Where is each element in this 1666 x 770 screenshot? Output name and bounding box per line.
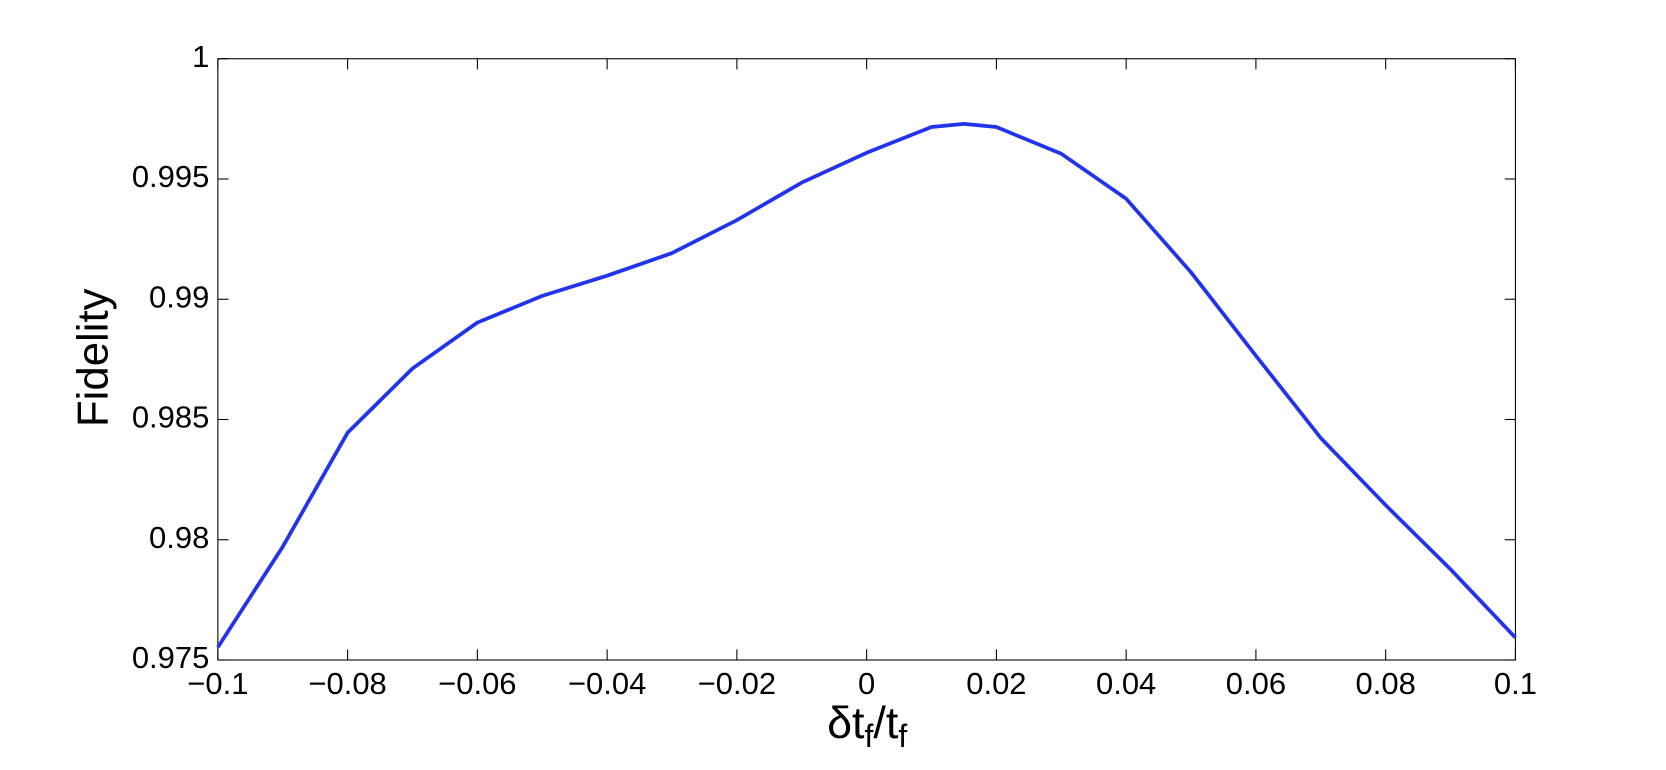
x-tick-label: 0.04 bbox=[1096, 666, 1156, 701]
x-tick-label: 0.1 bbox=[1494, 666, 1537, 701]
y-tick-label: 0.995 bbox=[132, 159, 210, 194]
y-tick-label: 0.975 bbox=[132, 640, 210, 675]
x-tick-label: 0.08 bbox=[1356, 666, 1416, 701]
x-tick-label: −0.08 bbox=[308, 666, 386, 701]
x-tick-label: −0.04 bbox=[568, 666, 646, 701]
x-tick-label: 0.06 bbox=[1226, 666, 1286, 701]
data-line bbox=[216, 122, 1517, 649]
x-tick-label: −0.06 bbox=[438, 666, 516, 701]
y-tick-label: 0.98 bbox=[149, 520, 209, 555]
y-tick-label: 0.99 bbox=[149, 279, 209, 314]
x-tick-label: 0.02 bbox=[966, 666, 1026, 701]
x-tick-label: 0 bbox=[858, 666, 875, 701]
y-tick-label: 1 bbox=[192, 39, 209, 74]
x-axis-label: δtf/tf bbox=[827, 697, 907, 754]
x-axis-label-subscript: f bbox=[865, 718, 874, 754]
y-tick-label: 0.985 bbox=[132, 400, 210, 435]
x-axis-label-subscript: f bbox=[898, 718, 907, 754]
x-tick-label: −0.1 bbox=[187, 666, 248, 701]
x-axis-label-part: /t bbox=[873, 697, 898, 748]
x-axis-label-part: δt bbox=[827, 697, 865, 748]
x-tick-label: −0.02 bbox=[698, 666, 776, 701]
y-axis-label: Fidelity bbox=[69, 288, 118, 427]
